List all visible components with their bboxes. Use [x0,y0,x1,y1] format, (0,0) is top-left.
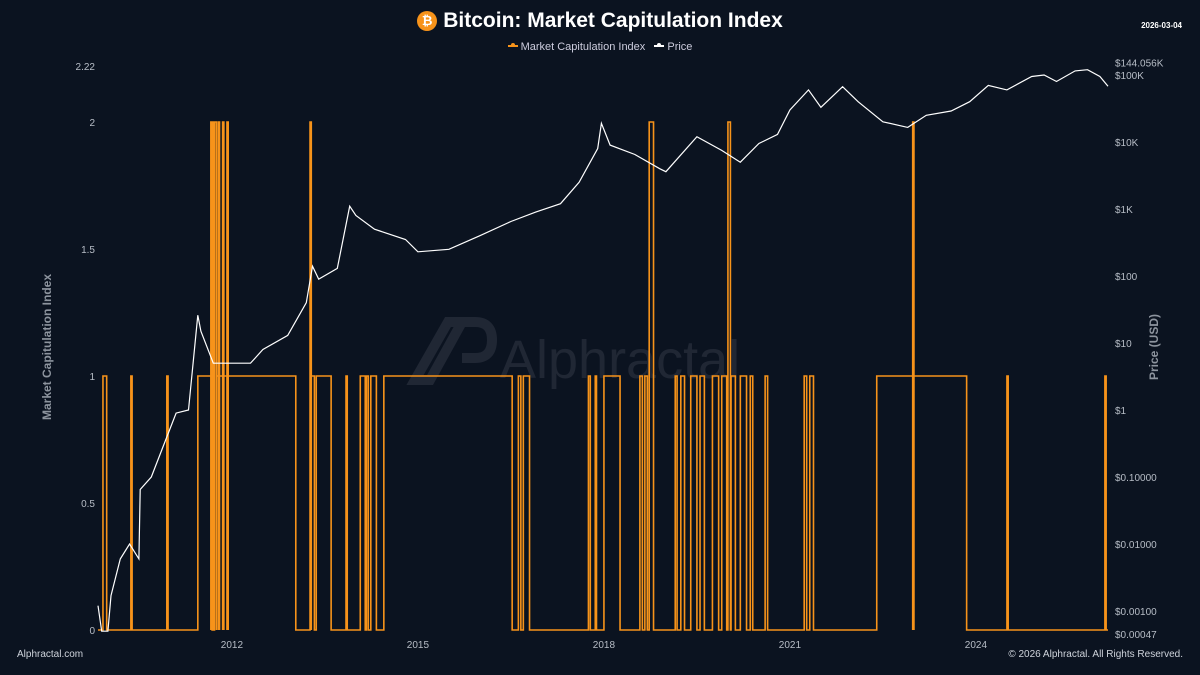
title-text: Bitcoin: Market Capitulation Index [443,9,783,32]
y-right-tick-label: $0.00047 [1115,630,1157,641]
legend: Market Capitulation Index Price [0,41,1200,53]
y-right-tick-label: $0.00100 [1115,607,1157,618]
legend-swatch-white [654,43,665,47]
legend-swatch-orange [507,43,518,47]
y-left-tick-label: 1.5 [81,245,95,256]
x-tick-label: 2012 [221,640,244,651]
y-left-tick-label: 1 [89,372,95,383]
y-right-tick-label: $1K [1115,205,1133,216]
legend-label: Price [667,41,693,53]
y-left-tick-label: 0.5 [81,499,95,510]
footer-copyright: © 2026 Alphractal. All Rights Reserved. [1008,649,1183,660]
y-right-tick-label: $100 [1115,272,1138,283]
legend-item-index[interactable]: Market Capitulation Index [507,41,646,53]
price-line [97,69,1109,632]
x-tick-label: 2015 [407,640,430,651]
x-tick-label: 2024 [965,640,988,651]
y-left-tick-label: 2.22 [76,62,96,73]
y-left-tick-label: 2 [89,118,95,129]
footer-site[interactable]: Alphractal.com [17,649,84,660]
y-right-tick-label: $1 [1115,406,1127,417]
x-tick-label: 2021 [779,640,802,651]
y-right-tick-label: $0.01000 [1115,540,1157,551]
y-right-tick-label: $0.10000 [1115,473,1157,484]
y-right-tick-label: $10K [1115,138,1139,149]
bitcoin-icon: ₿ [417,11,438,31]
legend-item-price[interactable]: Price [654,41,692,53]
legend-label: Market Capitulation Index [520,41,646,53]
y-right-tick-label: $144.056K [1115,58,1164,69]
capitulation-index-line [98,121,1108,631]
y-right-tick-label: $10 [1115,339,1132,350]
y-right-tick-label: $100K [1115,71,1144,82]
x-tick-label: 2018 [593,640,616,651]
date-label: 2026-03-04 [1141,21,1182,30]
chart-title: ₿ Bitcoin: Market Capitulation Index [0,9,1200,33]
y-left-tick-label: 0 [89,626,95,637]
